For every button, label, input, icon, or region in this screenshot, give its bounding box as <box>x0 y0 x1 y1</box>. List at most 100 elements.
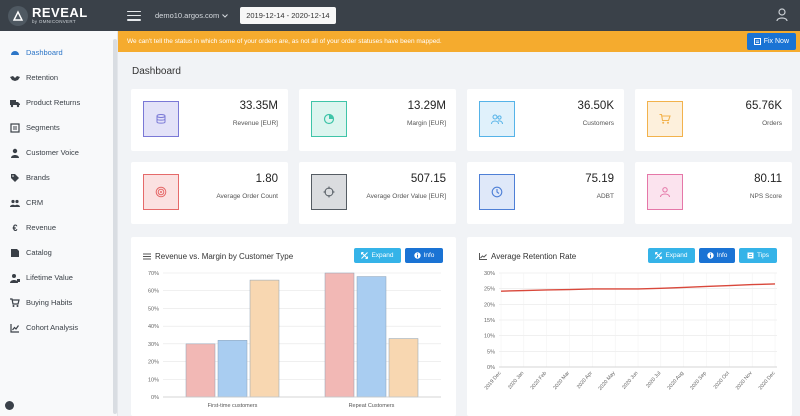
logo-mark-icon <box>8 5 28 26</box>
revenue-margin-bar-chart: 0% 10% 20% 30% 40% 50% 60% 70% First-time custom… <box>148 271 441 409</box>
sidebar-scrollbar[interactable] <box>113 39 117 414</box>
domain-selector[interactable]: demo10.argos.com <box>155 11 229 20</box>
kpi-card-adbt[interactable]: 75.19 ADBT <box>467 162 624 224</box>
sidebar-item-product-returns[interactable]: Product Returns <box>0 90 117 115</box>
y-tick-label: 70% <box>148 271 159 277</box>
crosshair-icon <box>323 186 335 198</box>
x-tick-label: 2020 May <box>597 370 617 392</box>
sidebar-item-label: Segments <box>26 123 60 132</box>
bar <box>249 279 280 398</box>
cart-icon <box>10 297 20 308</box>
sidebar-item-buying-habits[interactable]: Buying Habits <box>0 290 117 315</box>
tips-icon <box>747 252 754 259</box>
sidebar-item-label: Lifetime Value <box>26 273 73 282</box>
person-icon <box>660 187 670 198</box>
sidebar-item-label: Buying Habits <box>26 298 73 307</box>
users-icon <box>10 198 20 208</box>
panel-title: Average Retention Rate <box>479 252 576 261</box>
expand-button[interactable]: Expand <box>354 248 401 263</box>
x-tick-label: 2020 Mar <box>552 370 571 391</box>
sidebar-item-catalog[interactable]: Catalog <box>0 240 117 265</box>
speedometer-icon <box>10 48 20 58</box>
kpi-label: NPS Score <box>749 193 782 200</box>
sidebar-item-label: Brands <box>26 173 50 182</box>
expand-button[interactable]: Expand <box>648 248 695 263</box>
expand-label: Expand <box>665 252 688 259</box>
y-tick-label: 20% <box>484 302 495 308</box>
info-button[interactable]: Info <box>699 248 735 263</box>
sidebar-item-brands[interactable]: Brands <box>0 165 117 190</box>
list-icon <box>753 38 761 45</box>
person-icon <box>10 148 20 158</box>
y-tick-label: 10% <box>148 377 159 383</box>
sidebar-item-label: Product Returns <box>26 98 81 107</box>
x-tick-label: First-time customers <box>208 403 258 409</box>
cart-icon <box>659 113 671 124</box>
kpi-icon-box <box>479 174 515 210</box>
sidebar-item-segments[interactable]: Segments <box>0 115 117 140</box>
sidebar-toggle-icon[interactable] <box>5 401 14 410</box>
x-tick-label: 2020 Nov <box>735 370 754 391</box>
kpi-card-nps-score[interactable]: 80.11 NPS Score <box>635 162 792 224</box>
tips-label: Tips <box>756 252 770 259</box>
y-tick-label: 30% <box>148 342 159 348</box>
warning-text: We can't tell the status in which some o… <box>127 38 442 45</box>
sidebar-item-customer-voice[interactable]: Customer Voice <box>0 140 117 165</box>
y-tick-label: 5% <box>487 349 495 355</box>
bar <box>217 340 248 398</box>
info-label: Info <box>423 252 435 259</box>
sidebar-item-revenue[interactable]: € Revenue <box>0 215 117 240</box>
kpi-icon-box <box>143 101 179 137</box>
sidebar-item-crm[interactable]: CRM <box>0 190 117 215</box>
info-button[interactable]: Info <box>405 248 443 263</box>
panel-title-text: Revenue vs. Margin by Customer Type <box>155 252 294 261</box>
retention-line-chart: 0% 5% 10% 15% 20% 25% 30% 2019 Dec 2020 Jan 2020 … <box>484 271 777 392</box>
domain-label: demo10.argos.com <box>155 11 220 20</box>
x-tick-label: 2019 Dec <box>484 370 503 391</box>
logo-text: REVEAL <box>32 5 88 21</box>
x-tick-label: 2020 Feb <box>530 370 549 391</box>
logo[interactable]: REVEAL by OMNICONVERT <box>0 0 118 31</box>
x-tick-label: 2020 Aug <box>667 370 686 391</box>
list-icon <box>10 122 20 133</box>
y-tick-label: 10% <box>484 334 495 340</box>
sidebar-item-retention[interactable]: Retention <box>0 65 117 90</box>
kpi-value: 507.15 <box>410 173 446 185</box>
expand-label: Expand <box>371 252 394 259</box>
sidebar-item-label: Customer Voice <box>26 148 79 157</box>
kpi-card-orders[interactable]: 65.76K Orders <box>635 89 792 151</box>
hamburger-menu-icon[interactable] <box>127 10 141 21</box>
expand-icon <box>361 252 369 259</box>
sidebar-item-lifetime-value[interactable]: Lifetime Value <box>0 265 117 290</box>
x-tick-label: 2020 Sep <box>689 370 708 391</box>
kpi-label: Average Order Count <box>216 193 278 200</box>
kpi-card-margin[interactable]: 13.29M Margin [EUR] <box>299 89 456 151</box>
kpi-card-average-order-count[interactable]: 1.80 Average Order Count <box>131 162 288 224</box>
kpi-card-revenue[interactable]: 33.35M Revenue [EUR] <box>131 89 288 151</box>
database-icon <box>156 114 166 124</box>
kpi-card-average-order-value[interactable]: 507.15 Average Order Value [EUR] <box>299 162 456 224</box>
euro-icon: € <box>12 222 18 233</box>
kpi-icon-box <box>479 101 515 137</box>
sidebar-item-label: Retention <box>26 73 59 82</box>
kpi-value: 75.19 <box>585 173 614 185</box>
kpi-card-customers[interactable]: 36.50K Customers <box>467 89 624 151</box>
date-range-picker[interactable]: 2019-12-14 - 2020-12-14 <box>240 7 336 24</box>
revenue-margin-panel: Revenue vs. Margin by Customer Type Expa… <box>131 237 456 416</box>
kpi-value: 33.35M <box>239 100 278 112</box>
sidebar-item-dashboard[interactable]: Dashboard <box>0 40 117 65</box>
line-chart-icon <box>479 253 487 260</box>
tag-icon <box>10 173 20 183</box>
x-tick-label: 2020 Oct <box>713 370 731 390</box>
kpi-label: Average Order Value [EUR] <box>366 193 446 200</box>
sidebar-item-cohort-analysis[interactable]: Cohort Analysis <box>0 315 117 340</box>
y-tick-label: 0% <box>487 365 495 371</box>
fix-now-button[interactable]: Fix Now <box>746 33 796 50</box>
sidebar-item-label: Catalog <box>26 248 52 257</box>
y-tick-label: 30% <box>484 271 495 277</box>
user-icon[interactable] <box>776 8 788 22</box>
kpi-value: 1.80 <box>255 173 278 185</box>
tips-button[interactable]: Tips <box>739 248 777 263</box>
x-tick-label: 2020 Dec <box>758 370 777 391</box>
kpi-label: Customers <box>582 120 614 127</box>
